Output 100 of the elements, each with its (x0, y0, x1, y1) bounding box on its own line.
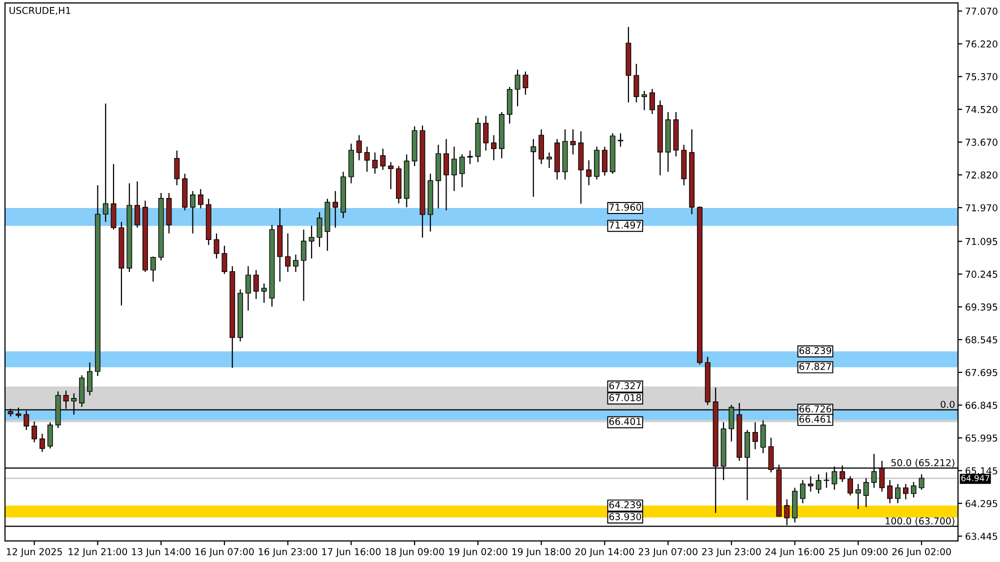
candlestick (87, 362, 92, 396)
candlestick (245, 266, 251, 312)
candlestick (816, 474, 822, 494)
chart-title: USCRUDE,H1 (10, 6, 70, 16)
candlestick (752, 422, 758, 450)
candlestick (808, 476, 814, 492)
x-tick-label: 18 Jun 09:00 (386, 548, 444, 557)
candlestick (887, 480, 893, 504)
y-tick-label: 70.245 (966, 270, 998, 278)
y-tick-label: 67.695 (966, 368, 998, 376)
annotation: 63.930 (609, 513, 642, 520)
candlestick (110, 164, 116, 230)
x-tick-label: 20 Jun 14:00 (575, 548, 634, 557)
candlestick (863, 478, 869, 508)
candlestick (467, 150, 473, 165)
x-tick-label: 19 Jun 02:00 (448, 548, 508, 557)
y-tick-label: 63.445 (966, 532, 998, 540)
candlestick (459, 154, 465, 188)
y-tick-label: 76.220 (966, 40, 998, 48)
candlestick (910, 481, 916, 498)
annotation: 66.726 (799, 405, 832, 412)
candlestick (530, 138, 536, 198)
y-tick-label: 71.970 (966, 204, 998, 212)
annotation: 66.461 (799, 416, 831, 423)
candlestick (760, 420, 766, 454)
candlestick (800, 480, 806, 504)
candlestick (848, 476, 853, 496)
candlestick (546, 152, 552, 168)
candlestick (293, 254, 298, 273)
candlestick (261, 282, 267, 304)
candlestick (316, 212, 322, 248)
candlestick (483, 115, 489, 152)
annotation: 68.239 (799, 347, 832, 354)
candlestick (253, 270, 259, 300)
candlestick (570, 128, 576, 155)
candlestick (222, 245, 228, 274)
x-tick-label: 23 Jun 23:00 (702, 548, 761, 557)
candlestick (150, 256, 156, 282)
candlestick (451, 146, 457, 192)
candlestick (444, 138, 449, 211)
x-tick-label: 24 Jun 16:00 (766, 548, 824, 557)
x-tick-label: 16 Jun 07:00 (195, 548, 254, 557)
candlestick (40, 433, 45, 453)
candlestick (285, 232, 291, 273)
candlestick (214, 232, 220, 260)
annotation: 71.960 (609, 204, 642, 211)
candlestick (902, 483, 908, 500)
candlestick (855, 483, 861, 510)
candlestick (174, 150, 180, 186)
y-tick-label: 68.545 (966, 336, 998, 344)
y-tick-label: 69.395 (966, 303, 998, 311)
annotation: 64.239 (609, 501, 642, 508)
candlestick (586, 160, 592, 186)
y-tick-label: 75.370 (966, 73, 998, 80)
x-tick-label: 17 Jun 16:00 (322, 548, 381, 557)
candlestick (388, 162, 394, 190)
ref-line-label: 64.947 (961, 474, 990, 482)
candlestick (514, 69, 520, 107)
candlestick (522, 71, 528, 96)
x-tick-label: 12 Jun 2025 (6, 548, 62, 557)
candlestick (47, 422, 53, 450)
candlestick (634, 63, 640, 103)
candlestick (332, 190, 338, 228)
y-tick-label: 65.995 (966, 434, 998, 442)
annotation: 0.0 (940, 400, 955, 408)
candlestick (642, 90, 648, 111)
candlestick (190, 190, 196, 234)
candlestick (102, 103, 108, 222)
annotation: 67.018 (609, 394, 642, 402)
candlestick (918, 474, 924, 490)
x-tick-label: 25 Jun 09:00 (828, 548, 888, 557)
x-tick-label: 19 Jun 18:00 (512, 548, 571, 557)
candlestick (602, 146, 608, 176)
candlestick (308, 225, 314, 260)
candlestick (824, 472, 830, 488)
candlestick (618, 132, 624, 148)
y-tick-label: 77.070 (966, 8, 998, 15)
candlestick (372, 152, 378, 174)
x-tick-label: 12 Jun 21:00 (68, 548, 128, 557)
annotation: 71.497 (609, 221, 641, 229)
candlestick (364, 146, 370, 172)
y-tick-label: 72.820 (966, 171, 998, 179)
y-tick-label: 74.520 (966, 106, 998, 114)
candlestick (356, 134, 362, 161)
candlestick (300, 229, 306, 302)
ref-line-label: 100.0 (63.700) (886, 517, 954, 526)
y-tick-label: 66.845 (966, 402, 998, 409)
ref-line-label: 50.0 (65.212) (891, 458, 954, 468)
y-tick-label: 64.295 (966, 500, 998, 508)
y-tick-label: 71.095 (966, 238, 998, 246)
annotation: 66.401 (609, 418, 641, 425)
candlestick (649, 88, 655, 115)
candlestick (32, 420, 38, 443)
candlestick (538, 128, 544, 165)
x-tick-label: 16 Jun 23:00 (258, 548, 318, 557)
x-tick-label: 13 Jun 14:00 (132, 548, 190, 557)
candlestick (134, 180, 140, 228)
x-tick-label: 26 Jun 02:00 (892, 548, 951, 557)
candlestick (198, 188, 204, 209)
annotation: 67.327 (609, 382, 641, 390)
